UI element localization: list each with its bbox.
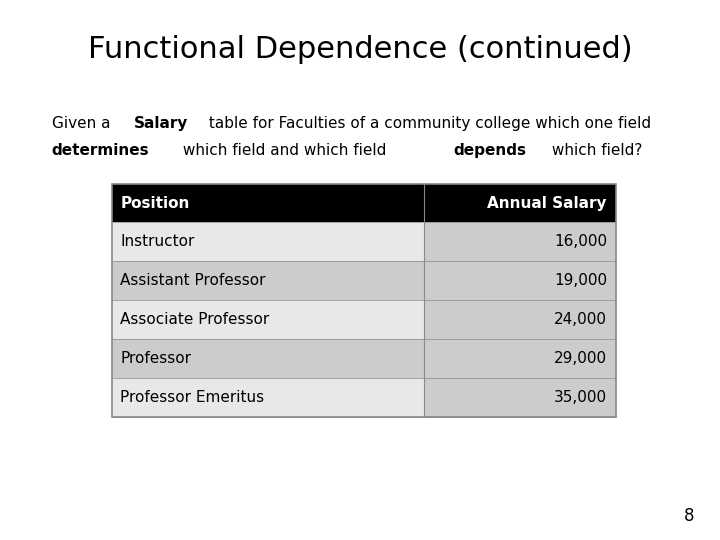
Bar	[112, 261, 424, 300]
Bar	[424, 300, 616, 339]
Bar	[112, 339, 424, 378]
Text: Annual Salary: Annual Salary	[487, 195, 607, 211]
Text: 16,000: 16,000	[554, 234, 607, 249]
Text: Instructor: Instructor	[120, 234, 194, 249]
Text: 35,000: 35,000	[554, 390, 607, 405]
Text: table for Faculties of a community college which one field: table for Faculties of a community colle…	[204, 116, 651, 131]
Bar	[424, 222, 616, 261]
Text: Position: Position	[120, 195, 189, 211]
Text: Professor: Professor	[120, 351, 192, 366]
Bar	[112, 300, 424, 339]
Text: Associate Professor: Associate Professor	[120, 312, 269, 327]
Text: Functional Dependence (continued): Functional Dependence (continued)	[88, 35, 632, 64]
Text: depends: depends	[453, 143, 526, 158]
Bar	[424, 261, 616, 300]
Text: Given a: Given a	[52, 116, 115, 131]
Bar	[424, 339, 616, 378]
Text: Professor Emeritus: Professor Emeritus	[120, 390, 264, 405]
Text: 24,000: 24,000	[554, 312, 607, 327]
Text: 29,000: 29,000	[554, 351, 607, 366]
Bar	[112, 222, 424, 261]
Text: which field and which field: which field and which field	[178, 143, 391, 158]
Bar	[424, 378, 616, 417]
Text: which field?: which field?	[547, 143, 642, 158]
Bar	[112, 184, 616, 417]
Text: 8: 8	[684, 507, 695, 525]
Bar	[112, 184, 616, 222]
Text: determines: determines	[52, 143, 150, 158]
Text: 19,000: 19,000	[554, 273, 607, 288]
Bar	[112, 378, 424, 417]
Text: Salary: Salary	[134, 116, 188, 131]
Text: Assistant Professor: Assistant Professor	[120, 273, 266, 288]
